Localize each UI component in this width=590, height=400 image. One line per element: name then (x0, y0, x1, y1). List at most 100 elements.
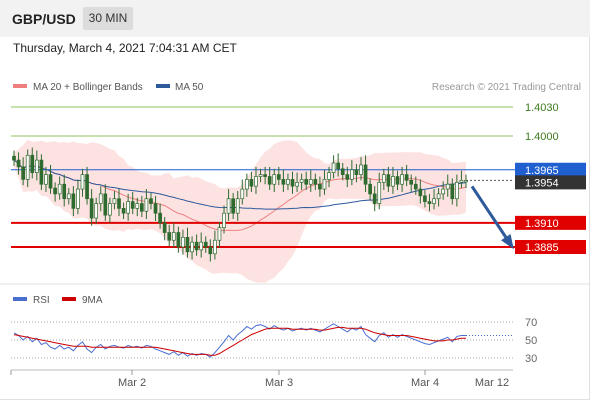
candle-body (130, 201, 135, 209)
candle-body (318, 183, 322, 190)
level-tag (515, 240, 586, 254)
candle-body (308, 179, 313, 185)
candle-body (199, 241, 204, 251)
candle-body (62, 183, 67, 200)
candle-body (217, 227, 222, 241)
level-label: 1.3965 (525, 165, 559, 177)
level-tag (515, 175, 586, 190)
candle-body (381, 174, 386, 183)
candle-body (108, 203, 112, 216)
ma50-legend-swatch (156, 84, 170, 88)
rsi-tick-label: 30 (525, 353, 537, 365)
candle-body (149, 198, 153, 204)
rsi-ma-legend-swatch (62, 297, 76, 301)
candle-body (436, 193, 441, 200)
level-label: 1.3885 (525, 242, 559, 254)
candle-body (276, 174, 281, 180)
candle-body (208, 246, 213, 255)
candle-body (377, 181, 382, 204)
candle-body (117, 198, 121, 209)
candle-body (368, 183, 372, 195)
candle-body (153, 203, 158, 214)
candle-body (400, 174, 404, 185)
candle-body (12, 155, 16, 161)
candle-body (336, 162, 341, 170)
candle-body (350, 169, 354, 180)
forecast-arrow (470, 185, 513, 246)
candle-body (226, 198, 231, 214)
rsi-layer: 70 50 30 (11, 317, 537, 365)
candle-body (313, 179, 318, 185)
candle-body (254, 176, 258, 187)
candle-body (48, 174, 53, 189)
candle-body (445, 183, 450, 190)
candle-body (432, 198, 436, 204)
candle-body (304, 179, 309, 185)
candle-body (121, 208, 126, 214)
rsi-ma-line (13, 326, 466, 356)
timestamp: Thursday, March 4, 2021 7:04:31 AM CET (13, 41, 237, 55)
candle-body (427, 201, 432, 204)
candle-body (354, 169, 359, 175)
candle-body (181, 236, 185, 248)
candle-body (322, 179, 327, 190)
candle-body (76, 188, 80, 209)
x-tick-label: Mar 2 (118, 377, 146, 389)
candle-body (340, 168, 345, 175)
bollinger-legend-label: MA 20 + Bollinger Bands (33, 82, 143, 93)
rsi-tick-label: 70 (525, 317, 537, 329)
candle-body (185, 236, 190, 253)
x-tick-label: Mar 12 (475, 377, 509, 389)
rsi-tick-label: 50 (525, 335, 537, 347)
candle-body (441, 188, 446, 195)
level-label: 1.4030 (525, 102, 559, 114)
candle-body (231, 198, 236, 214)
candle-body (327, 172, 331, 180)
candle-body (44, 174, 48, 185)
candle-body (391, 176, 395, 187)
currency-pair: GBP/USD (12, 11, 76, 27)
candle-body (144, 198, 149, 212)
candle-body (135, 203, 140, 209)
candle-body (126, 201, 130, 214)
candle-body (299, 179, 304, 183)
credit-text: Research © 2021 Trading Central (432, 82, 581, 93)
candle-body (103, 193, 108, 216)
candle-body (423, 195, 427, 202)
chart-legend: MA 20 + Bollinger Bands MA 50 Research ©… (13, 82, 581, 93)
bollinger-band-fill (14, 139, 466, 283)
candle-body (25, 154, 30, 180)
candle-body (290, 179, 295, 187)
candle-body (359, 164, 363, 175)
candle-body (331, 162, 336, 174)
candle-body (409, 180, 414, 185)
ma50-legend-label: MA 50 (175, 82, 204, 93)
candle-body (363, 164, 368, 185)
candle-body (34, 159, 39, 174)
candle-body (98, 193, 103, 204)
candle-body (244, 179, 249, 190)
title-bar: GBP/USD 30 MIN (0, 0, 590, 37)
candle-body (139, 203, 144, 212)
candle-body (85, 174, 89, 200)
ma50-line (13, 159, 467, 210)
candle-body (386, 174, 391, 187)
candle-body (281, 179, 286, 185)
candle-body (286, 179, 290, 185)
level-label: 1.3910 (525, 218, 559, 230)
candle-body (176, 232, 181, 248)
candle-body (263, 174, 267, 177)
candle-body (71, 193, 76, 209)
candle-body (162, 222, 167, 233)
candle-body (112, 198, 117, 204)
candle-body (413, 183, 418, 190)
x-tick-label: Mar 3 (265, 377, 293, 389)
candle-body (171, 232, 176, 241)
timeframe-badge[interactable]: 30 MIN (83, 7, 133, 30)
rsi-legend: RSI 9MA (13, 295, 103, 306)
candle-body (372, 193, 377, 204)
candle-body (222, 212, 226, 229)
candle-body (89, 198, 94, 219)
candle-body (30, 154, 35, 174)
